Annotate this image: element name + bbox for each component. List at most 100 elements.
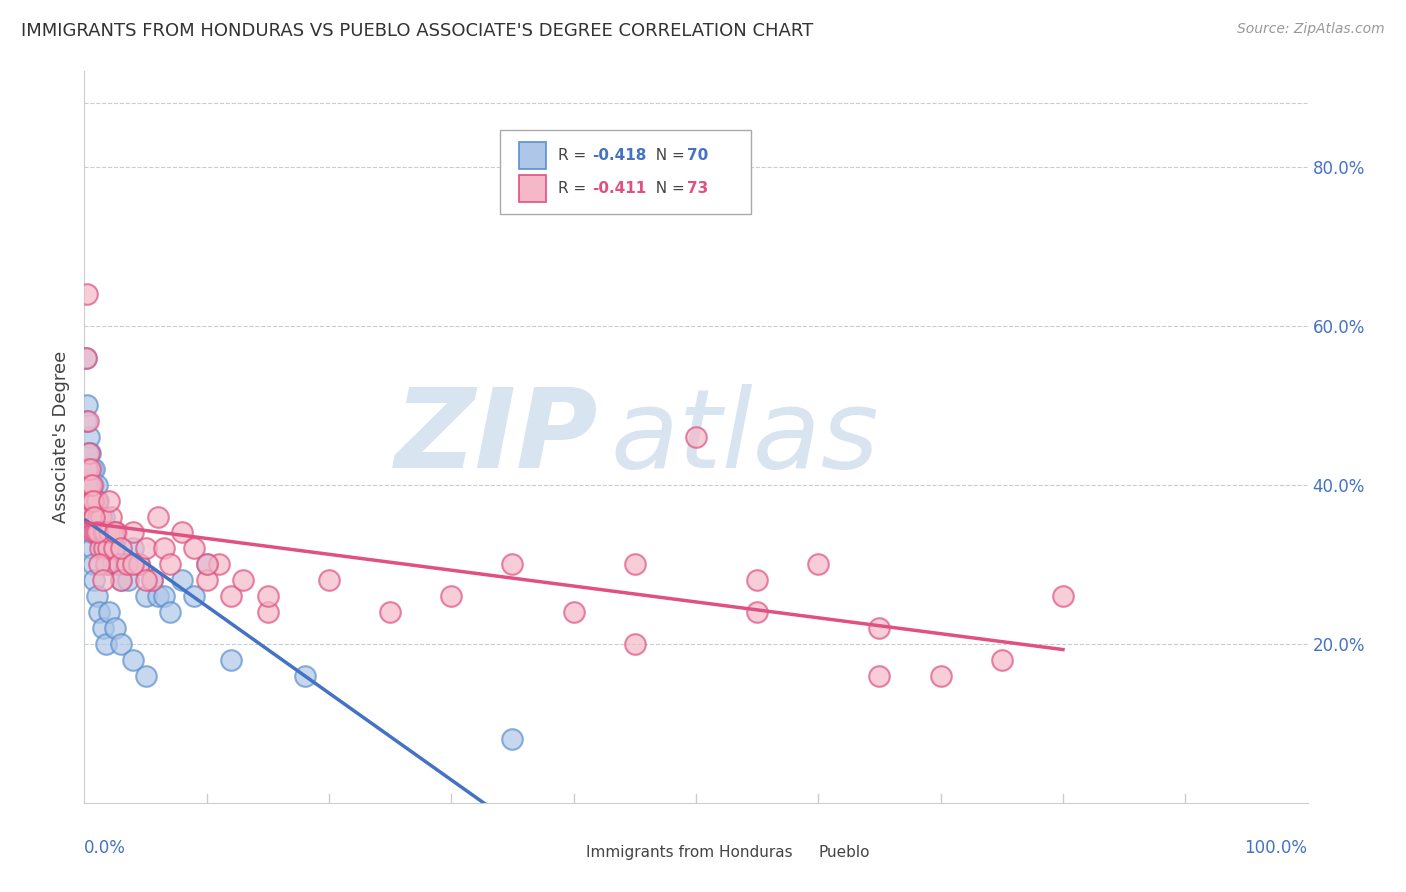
FancyBboxPatch shape (776, 841, 810, 863)
Point (86, 525, 108, 540)
Point (80, 477, 103, 491)
Point (105, 558, 128, 572)
Text: Pueblo: Pueblo (818, 845, 870, 860)
Point (624, 637, 647, 651)
Point (83, 509, 105, 524)
Point (232, 573, 254, 587)
Point (195, 558, 218, 572)
Point (83, 573, 105, 587)
Point (86, 477, 108, 491)
Point (82, 493, 104, 508)
Point (87, 493, 110, 508)
Point (97, 541, 120, 556)
Point (104, 621, 127, 635)
Point (83, 462, 105, 476)
Point (122, 541, 145, 556)
Point (100, 525, 122, 540)
Text: atlas: atlas (610, 384, 879, 491)
Text: 0.0%: 0.0% (84, 839, 127, 857)
FancyBboxPatch shape (543, 841, 578, 863)
Point (91, 621, 114, 635)
Point (122, 525, 145, 540)
Y-axis label: Associate's Degree: Associate's Degree (52, 351, 70, 524)
Point (76, 446, 98, 460)
Point (146, 589, 169, 603)
Point (77, 462, 100, 476)
Point (76, 462, 98, 476)
Point (110, 573, 132, 587)
Point (89, 541, 111, 556)
Point (208, 558, 231, 572)
Point (76, 287, 98, 301)
Point (91, 573, 114, 587)
Point (87, 509, 110, 524)
Point (80, 493, 103, 508)
Point (135, 589, 157, 603)
Point (89, 517, 111, 532)
Point (77, 493, 100, 508)
Point (96, 637, 118, 651)
Point (97, 541, 120, 556)
Point (77, 493, 100, 508)
Point (79, 477, 101, 491)
Point (380, 605, 402, 619)
Point (172, 573, 194, 587)
Text: ZIP: ZIP (395, 384, 598, 491)
Point (104, 525, 127, 540)
Point (98, 549, 121, 564)
Point (86, 493, 108, 508)
Point (79, 446, 101, 460)
Point (122, 653, 145, 667)
Point (79, 477, 101, 491)
Point (82, 558, 104, 572)
Point (90, 525, 112, 540)
Point (76, 398, 98, 412)
Point (87, 509, 110, 524)
Point (110, 573, 132, 587)
Point (101, 558, 124, 572)
Point (75, 351, 97, 365)
Point (75, 351, 97, 365)
Point (77, 414, 100, 428)
Text: Immigrants from Honduras: Immigrants from Honduras (586, 845, 793, 860)
FancyBboxPatch shape (519, 143, 546, 169)
Point (103, 541, 125, 556)
Point (153, 541, 176, 556)
Point (77, 430, 100, 444)
Point (75, 414, 97, 428)
Point (159, 558, 181, 572)
Point (1052, 589, 1074, 603)
Point (257, 589, 280, 603)
Point (110, 637, 132, 651)
Point (195, 573, 218, 587)
Text: Source: ZipAtlas.com: Source: ZipAtlas.com (1237, 22, 1385, 37)
Text: IMMIGRANTS FROM HONDURAS VS PUEBLO ASSOCIATE'S DEGREE CORRELATION CHART: IMMIGRANTS FROM HONDURAS VS PUEBLO ASSOC… (21, 22, 813, 40)
Point (115, 558, 138, 572)
Point (685, 430, 707, 444)
Point (91, 541, 114, 556)
FancyBboxPatch shape (519, 175, 546, 202)
Point (172, 525, 194, 540)
Point (318, 573, 340, 587)
Point (747, 605, 769, 619)
Point (93, 541, 115, 556)
FancyBboxPatch shape (501, 130, 751, 214)
Point (97, 558, 120, 572)
Point (117, 573, 139, 587)
Text: -0.411: -0.411 (592, 181, 647, 196)
Point (128, 558, 150, 572)
Point (107, 558, 129, 572)
Point (219, 653, 242, 667)
Point (141, 573, 163, 587)
Point (110, 541, 132, 556)
Point (83, 509, 105, 524)
Point (135, 541, 157, 556)
Point (114, 558, 136, 572)
Point (257, 605, 280, 619)
Point (87, 558, 110, 572)
Point (84, 493, 107, 508)
Point (146, 509, 169, 524)
Point (77, 446, 100, 460)
Text: 70: 70 (688, 148, 709, 163)
Point (96, 558, 118, 572)
